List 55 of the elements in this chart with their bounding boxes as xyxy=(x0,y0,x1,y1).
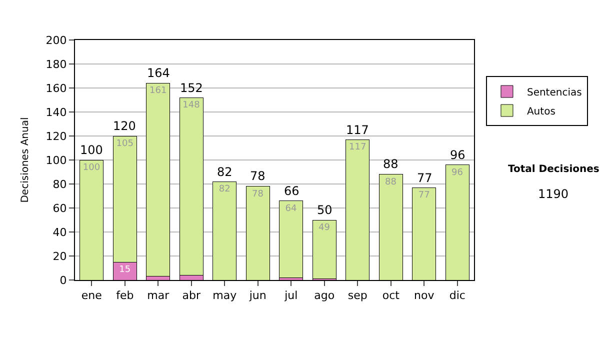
total-label: 117 xyxy=(346,123,369,137)
legend-label: Autos xyxy=(526,106,556,118)
x-tick-label: dic xyxy=(449,289,466,302)
data-label: 49 xyxy=(318,223,330,233)
x-tick-label: abr xyxy=(182,289,201,302)
x-tick-label: ago xyxy=(314,289,335,302)
total-label: 77 xyxy=(417,171,432,185)
x-tick-label: feb xyxy=(116,289,134,302)
bar xyxy=(146,82,170,277)
y-tick-label: 140 xyxy=(46,106,67,119)
y-tick-label: 200 xyxy=(46,34,67,47)
data-label: 15 xyxy=(119,265,131,275)
x-tick-label: sep xyxy=(348,289,368,302)
total-label: 82 xyxy=(217,165,232,179)
x-tick-label: nov xyxy=(414,289,435,302)
data-label: 64 xyxy=(285,204,297,214)
x-tick-label: mar xyxy=(147,289,170,302)
data-label: 78 xyxy=(252,189,264,200)
x-tick-label: may xyxy=(212,289,238,302)
total-label: 100 xyxy=(80,143,103,157)
y-tick-label: 0 xyxy=(60,274,67,287)
x-tick-label: jun xyxy=(248,289,266,302)
total-label: 50 xyxy=(317,203,332,217)
total-label: 164 xyxy=(147,66,170,80)
data-label: 96 xyxy=(452,168,464,178)
total-label: 120 xyxy=(113,119,136,133)
data-label: 105 xyxy=(116,139,134,149)
text: 1190 xyxy=(538,187,569,201)
legend-label: Sentencias xyxy=(526,87,582,98)
x-tick-label: oct xyxy=(382,289,400,302)
data-label: 148 xyxy=(182,100,200,111)
bar xyxy=(279,200,304,278)
y-tick-label: 80 xyxy=(52,178,67,191)
total-label: 96 xyxy=(450,148,466,162)
y-tick-label: 40 xyxy=(52,226,67,239)
data-label: 100 xyxy=(82,163,100,173)
total-label: 66 xyxy=(284,184,300,198)
y-tick-label: 160 xyxy=(46,82,67,95)
total-label: 78 xyxy=(250,169,266,183)
y-tick-label: 180 xyxy=(46,58,67,71)
total-label: 88 xyxy=(383,157,398,171)
data-label: 77 xyxy=(418,190,430,201)
data-label: 161 xyxy=(150,86,167,96)
text: Total Decisiones xyxy=(508,164,600,175)
y-tick-label: 20 xyxy=(52,250,67,263)
data-label: 88 xyxy=(385,177,397,188)
y-tick-label: 100 xyxy=(46,154,67,167)
data-label: 82 xyxy=(218,184,230,195)
x-tick-label: jul xyxy=(284,289,298,302)
x-tick-label: ene xyxy=(81,289,102,302)
y-tick-label: 120 xyxy=(46,130,67,143)
y-tick-label: 60 xyxy=(52,202,67,215)
data-label: 117 xyxy=(349,142,366,153)
total-label: 152 xyxy=(180,81,203,95)
y-axis-title: Decisiones Anual xyxy=(20,117,31,203)
